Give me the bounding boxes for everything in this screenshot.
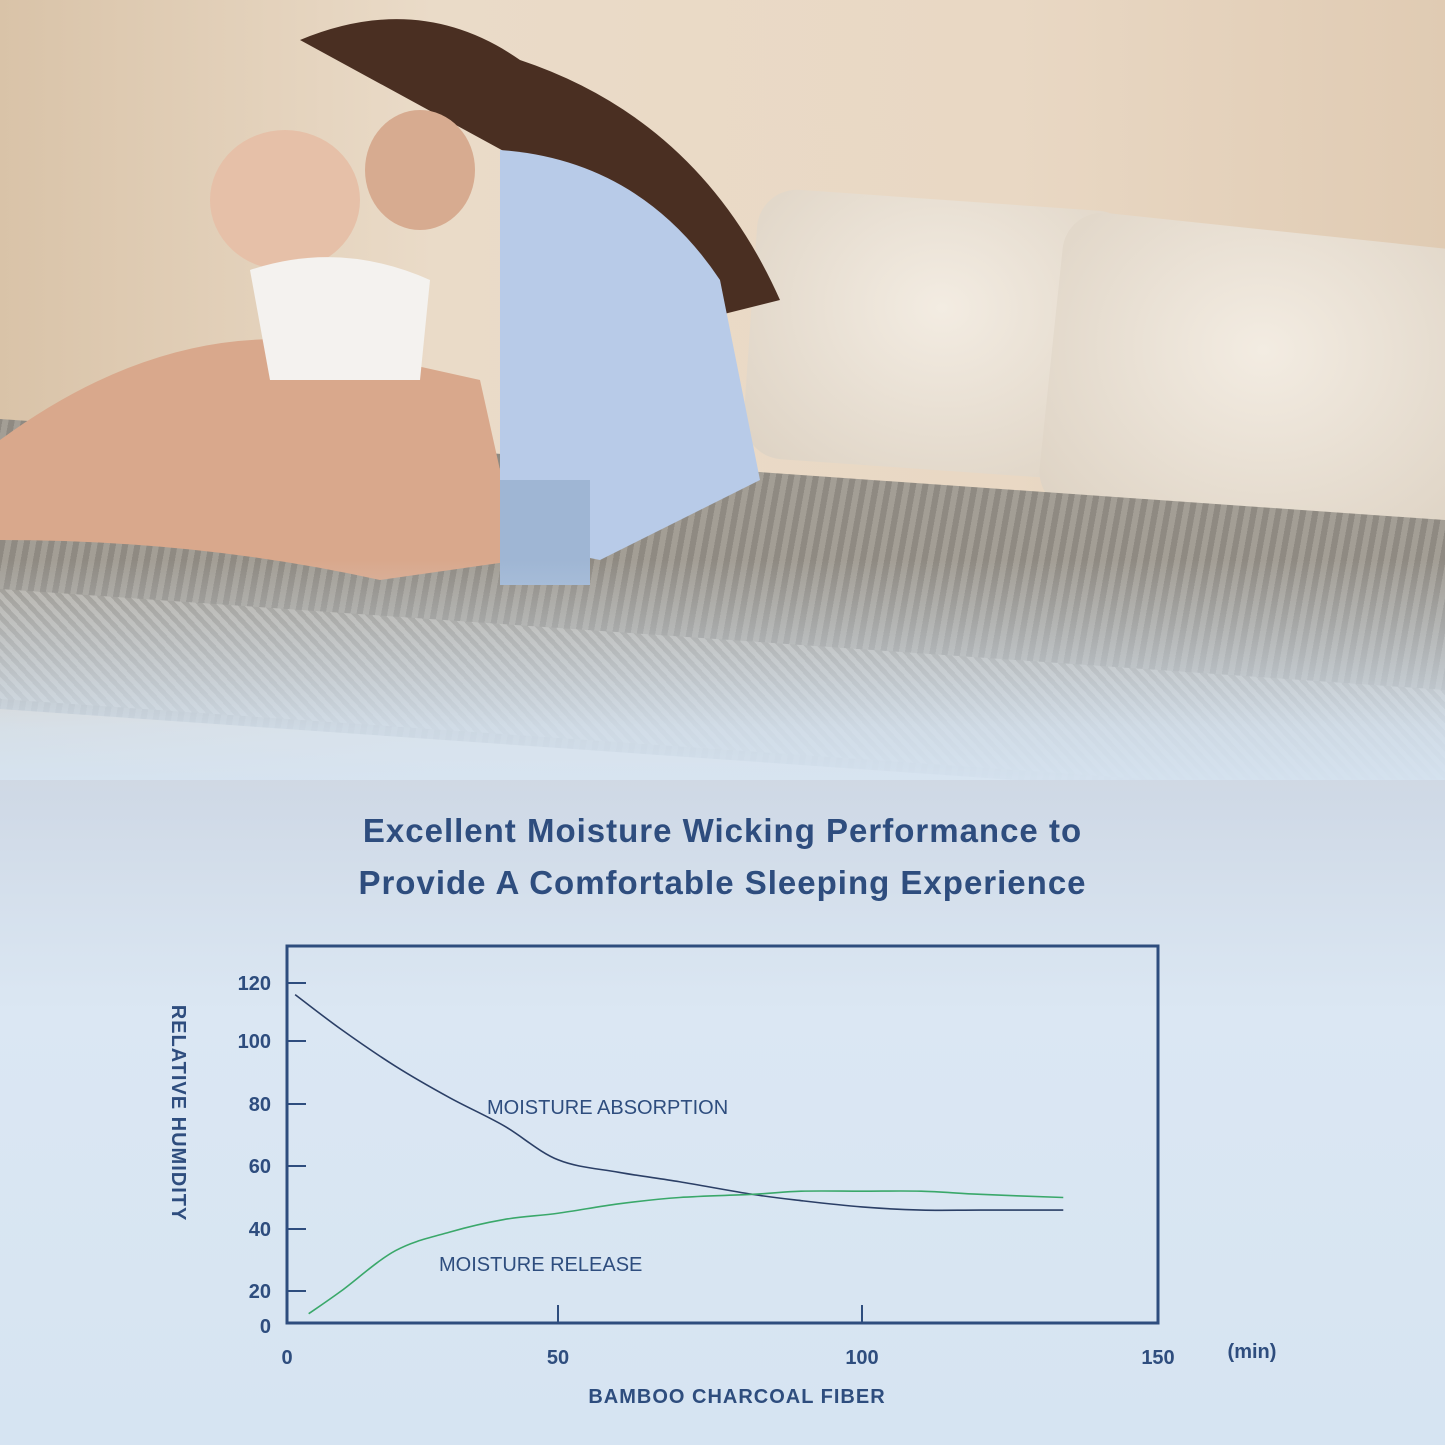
series-line-absorption [294,993,1064,1212]
y-tick-label: 100 [238,1031,271,1053]
mother-and-baby-figure [0,19,780,585]
y-tick-label: 20 [249,1281,271,1303]
product-photo [0,0,1445,780]
y-tick-label: 120 [238,973,271,995]
series-line-release [308,1190,1064,1315]
x-tick-label: 100 [845,1347,878,1369]
headline-line-2: Provide A Comfortable Sleeping Experienc… [358,864,1087,901]
x-axis-unit: (min) [1228,1341,1277,1363]
x-axis-label: BAMBOO CHARCOAL FIBER [588,1386,885,1408]
y-axis-label: RELATIVE HUMIDITY [167,1005,189,1222]
y-tick-label: 40 [249,1219,271,1241]
x-tick-label: 0 [281,1347,292,1369]
y-tick-label: 80 [249,1094,271,1116]
y-tick-label: 0 [260,1316,271,1338]
x-tick-label: 50 [547,1347,569,1369]
y-tick-label: 60 [249,1156,271,1178]
photo-fade [0,560,1445,780]
headline-line-1: Excellent Moisture Wicking Performance t… [362,812,1083,849]
x-tick-label: 150 [1141,1347,1174,1369]
series-label-release: MOISTURE RELEASE [439,1254,642,1276]
series-label-absorption: MOISTURE ABSORPTION [487,1097,728,1119]
plot-frame [285,944,1160,1325]
